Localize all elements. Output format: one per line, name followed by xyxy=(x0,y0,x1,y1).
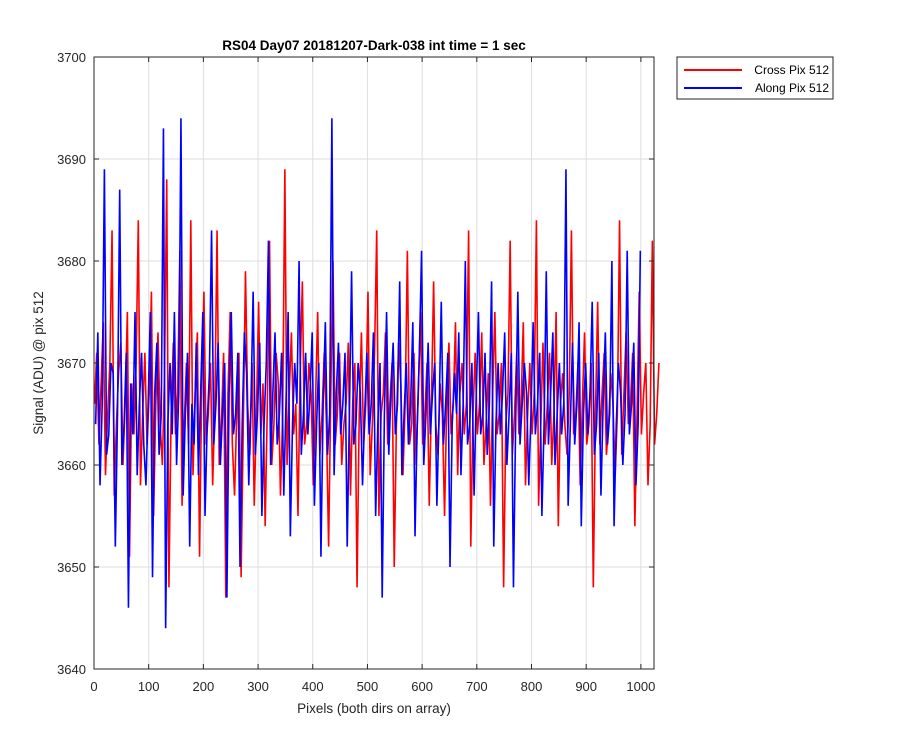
series-lines xyxy=(93,118,660,629)
x-tick-label: 900 xyxy=(575,679,597,694)
x-tick-label: 600 xyxy=(411,679,433,694)
y-tick-label: 3680 xyxy=(57,254,86,269)
legend-box xyxy=(676,56,834,100)
x-tick-label: 200 xyxy=(193,679,215,694)
y-tick-label: 3700 xyxy=(57,50,86,65)
y-tick-label: 3660 xyxy=(57,458,86,473)
x-tick-label: 300 xyxy=(247,679,269,694)
y-tick-label: 3640 xyxy=(57,662,86,677)
x-tick-label: 800 xyxy=(521,679,543,694)
y-tick-label: 3650 xyxy=(57,560,86,575)
x-tick-label: 100 xyxy=(138,679,160,694)
y-axis-label: Signal (ADU) @ pix 512 xyxy=(31,291,46,435)
x-tick-label: 400 xyxy=(302,679,324,694)
x-tick-label: 700 xyxy=(466,679,488,694)
y-tick-label: 3690 xyxy=(57,152,86,167)
legend-label-cross: Cross Pix 512 xyxy=(754,63,829,77)
x-tick-label: 0 xyxy=(90,679,97,694)
y-tick-label: 3670 xyxy=(57,356,86,371)
x-axis-label: Pixels (both dirs on array) xyxy=(297,701,451,716)
series-line-along xyxy=(94,118,642,629)
axis-ticks: 0 100 200 300 400 500 600 700 800 900 1000 3640 3650… xyxy=(57,50,655,694)
legend: Cross Pix 512 Along Pix 512 xyxy=(676,56,834,100)
chart-title: RS04 Day07 20181207-Dark-038 int time = … xyxy=(222,38,526,53)
x-tick-label: 1000 xyxy=(626,679,655,694)
legend-label-along: Along Pix 512 xyxy=(755,81,829,95)
x-tick-label: 500 xyxy=(357,679,379,694)
